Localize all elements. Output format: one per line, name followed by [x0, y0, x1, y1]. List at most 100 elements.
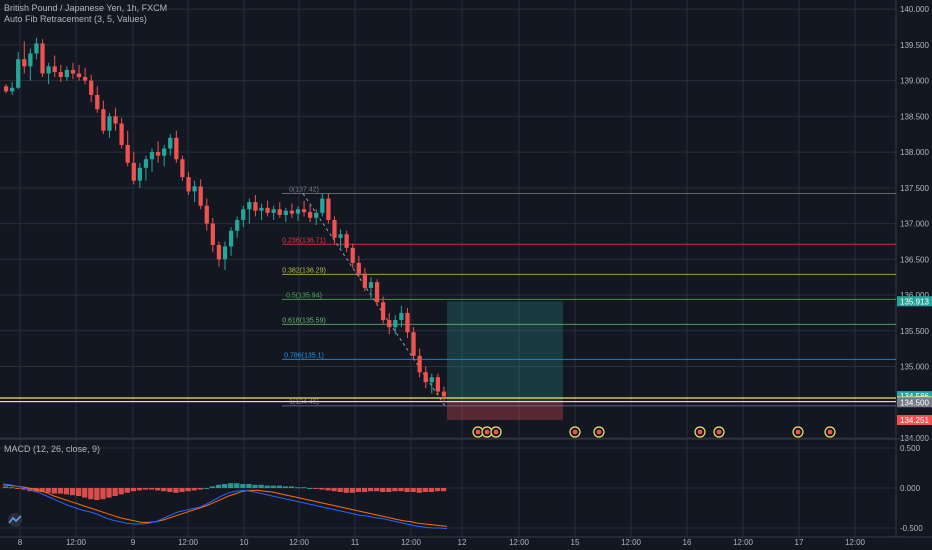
candle-body — [162, 148, 167, 156]
candle-body — [350, 247, 355, 263]
macd-hist-bar — [319, 488, 325, 490]
candle-body — [46, 66, 51, 74]
macd-hist-bar — [404, 488, 410, 492]
candle-body — [70, 69, 76, 74]
macd-hist-bar — [82, 488, 88, 498]
candle-body — [441, 391, 447, 397]
macd-hist-bar — [75, 488, 82, 496]
macd-hist-bar — [422, 488, 428, 492]
candle-body — [149, 152, 155, 160]
y-tick-label: 135.000 — [900, 363, 929, 372]
macd-hist-bar — [276, 485, 282, 488]
x-tick-label: 12:00 — [401, 538, 422, 547]
macd-hist-bar — [264, 485, 270, 488]
candle-body — [423, 372, 428, 383]
price-label-box — [897, 415, 932, 426]
macd-hist-bar — [288, 486, 295, 488]
macd-hist-bar — [191, 488, 197, 491]
candle-body — [344, 234, 349, 248]
macd-label[interactable]: MACD (12, 26, close, 9) — [4, 444, 101, 454]
macd-hist-bar — [392, 488, 398, 492]
y-tick-label: 136.000 — [900, 291, 929, 300]
fib-level-label: 0.618(135.59) — [282, 317, 326, 324]
candle-body — [393, 320, 398, 328]
macd-hist-bar — [325, 488, 331, 491]
candle-body — [192, 186, 197, 192]
macd-hist-bar — [106, 488, 112, 498]
macd-hist-bar — [367, 488, 374, 492]
fib-level-label: 0.5(135.94) — [286, 292, 322, 299]
macd-y-tick-label: 0.500 — [900, 444, 921, 453]
y-tick-label: 138.000 — [900, 148, 929, 157]
macd-hist-bar — [39, 488, 45, 492]
macd-hist-bar — [380, 488, 386, 492]
candle-body — [95, 94, 100, 110]
y-tick-label: 135.500 — [900, 327, 929, 336]
macd-hist-bar — [15, 488, 21, 489]
candle-body — [131, 162, 136, 181]
macd-hist-bar — [57, 488, 64, 494]
x-tick-label: 12:00 — [178, 538, 199, 547]
candle-body — [435, 377, 441, 392]
candle-body — [180, 159, 185, 178]
candle-body — [374, 282, 380, 303]
macd-hist-bar — [349, 488, 355, 493]
price-label-box — [897, 397, 932, 408]
event-icon-dot — [795, 429, 801, 435]
candle-body — [22, 59, 27, 67]
macd-hist-bar — [130, 488, 137, 492]
macd-hist-bar — [252, 484, 258, 488]
event-icon-dot — [572, 429, 578, 435]
macd-hist-bar — [258, 484, 264, 488]
y-tick-label: 137.500 — [900, 184, 929, 193]
x-tick-label: 9 — [131, 538, 136, 547]
macd-hist-bar — [246, 484, 252, 488]
candle-body — [301, 209, 307, 213]
macd-signal-line — [2, 484, 448, 527]
price-label-box — [897, 296, 932, 307]
candle-body — [338, 234, 343, 238]
x-tick-label: 16 — [683, 538, 692, 547]
macd-hist-bar — [374, 488, 380, 492]
candle-body — [16, 59, 21, 88]
x-tick-label: 8 — [18, 538, 23, 547]
candle-body — [320, 198, 325, 213]
candle-body — [295, 209, 301, 214]
candle-body — [314, 212, 319, 218]
x-tick-label: 12 — [458, 538, 467, 547]
macd-hist-bar — [185, 488, 191, 492]
candle-body — [143, 159, 149, 168]
indicator-label[interactable]: Auto Fib Retracement (3, 5, Values) — [4, 14, 147, 24]
candle-body — [216, 245, 222, 260]
macd-hist-bar — [361, 488, 368, 492]
candle-body — [174, 137, 179, 160]
candle-body — [198, 186, 203, 206]
candle-body — [52, 66, 57, 73]
candle-body — [381, 302, 386, 321]
macd-hist-bar — [282, 486, 289, 488]
event-icon-dot — [484, 429, 490, 435]
macd-hist-bar — [331, 488, 337, 492]
x-tick-label: 12:00 — [845, 538, 866, 547]
event-icon-dot — [697, 429, 703, 435]
candle-body — [265, 207, 270, 213]
macd-hist-bar — [343, 488, 349, 493]
symbol-title[interactable]: British Pound / Japanese Yen, 1h, FXCM — [4, 3, 168, 13]
candle-body — [107, 116, 112, 131]
macd-hist-bar — [294, 487, 301, 489]
x-tick-label: 12:00 — [733, 538, 754, 547]
macd-hist-bar — [9, 487, 15, 489]
candle-body — [308, 212, 313, 218]
tradingview-logo-icon[interactable] — [6, 513, 24, 527]
candle-body — [204, 205, 209, 224]
candle-body — [289, 210, 295, 214]
fib-level-label: 0.236(136.71) — [282, 237, 326, 244]
x-tick-label: 12:00 — [66, 538, 87, 547]
macd-hist-bar — [136, 488, 143, 491]
candle-body — [113, 116, 118, 124]
candle-body — [411, 332, 416, 356]
candle-body — [155, 152, 161, 156]
stop-zone — [447, 401, 563, 421]
